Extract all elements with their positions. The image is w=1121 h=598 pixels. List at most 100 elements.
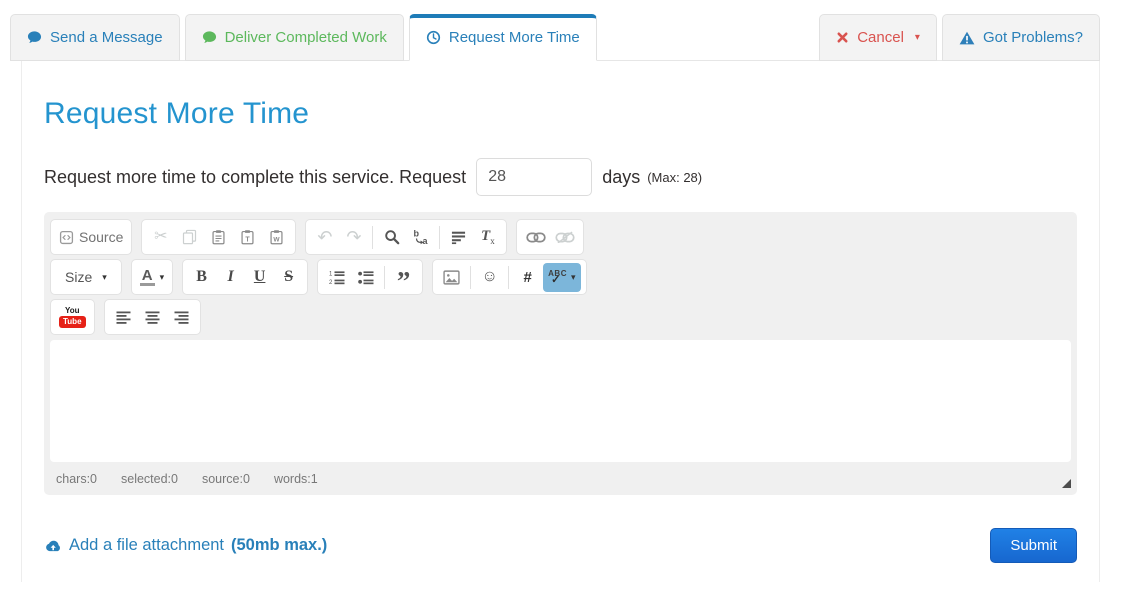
chars-count: chars:0 — [56, 472, 97, 486]
bold-icon: B — [196, 268, 207, 285]
copy-icon — [183, 229, 197, 245]
basic-styles-group: B I U S — [182, 259, 309, 295]
numbered-list-button[interactable]: 1 2 — [322, 262, 351, 292]
resize-handle-icon[interactable] — [1062, 479, 1071, 488]
letter-a: a — [422, 236, 428, 245]
days-suffix: days — [602, 166, 641, 187]
words-count: words:1 — [273, 472, 318, 486]
number-2: 2 — [329, 279, 333, 284]
unlink-button — [550, 222, 579, 252]
replace-button[interactable]: b a — [406, 222, 435, 252]
bold-button[interactable]: B — [187, 262, 216, 292]
undo-icon: ↶ — [317, 227, 333, 247]
font-size-dropdown[interactable]: Size ▾ — [55, 262, 117, 292]
tab-send-a-message[interactable]: Send a Message — [10, 14, 180, 61]
list-quote-group: 1 2 — [317, 259, 424, 296]
cloud-upload-icon — [46, 540, 60, 551]
selected-count: selected:0 — [121, 472, 178, 486]
youtube-button[interactable]: You Tube — [55, 302, 90, 332]
image-button[interactable] — [437, 262, 466, 292]
text-color-icon: A — [139, 266, 155, 286]
redo-icon: ↷ — [346, 227, 362, 247]
scissors-icon: ✂ — [154, 228, 168, 245]
hashtag-button[interactable]: # — [513, 262, 542, 292]
source-count: source:0 — [201, 472, 250, 486]
toolbar-row-2: Size ▾ A ▾ B I U S 1 — [50, 257, 1071, 297]
history-find-group: ↶ ↷ b a — [305, 219, 508, 255]
insert-group: ☺ # ABC ✓ ▾ — [432, 259, 587, 295]
tab-label: Request More Time — [448, 29, 580, 46]
spellcheck-button[interactable]: ABC ✓ ▾ — [543, 262, 581, 292]
chevron-down-icon: ▾ — [570, 271, 576, 282]
toolbar-divider — [508, 265, 510, 289]
align-right-icon — [174, 311, 189, 324]
days-input[interactable] — [476, 158, 593, 196]
find-button[interactable] — [377, 222, 406, 252]
youtube-icon: You Tube — [59, 306, 86, 328]
tab-label: Send a Message — [50, 29, 163, 46]
link-icon — [526, 232, 546, 242]
text-color-button[interactable]: A ▾ — [136, 262, 168, 292]
blockquote-button[interactable]: ” — [389, 262, 418, 296]
align-left-button[interactable] — [109, 302, 138, 332]
tab-cancel[interactable]: Cancel ▾ — [819, 14, 937, 61]
tab-label: Deliver Completed Work — [224, 29, 387, 46]
unlink-icon — [555, 231, 575, 243]
italic-button[interactable]: I — [216, 262, 245, 292]
toolbar-divider — [384, 265, 386, 289]
request-days-row: Request more time to complete this servi… — [44, 158, 1077, 196]
search-icon — [385, 230, 400, 245]
numbered-list-icon: 1 2 — [329, 270, 345, 285]
rich-text-editor: Source ✂ — [44, 212, 1077, 495]
align-center-button[interactable] — [138, 302, 167, 332]
tab-bar: Send a Message Deliver Completed Work Re… — [10, 14, 1100, 61]
align-left-icon — [116, 311, 131, 324]
number-1: 1 — [329, 271, 333, 277]
paste-from-word-button[interactable]: W — [262, 222, 291, 252]
request-more-time-panel: Request More Time Request more time to c… — [21, 61, 1100, 582]
toolbar-divider — [372, 225, 374, 249]
remove-format-button[interactable]: Tx — [473, 222, 502, 252]
source-label: Source — [79, 229, 124, 245]
tab-got-problems[interactable]: Got Problems? — [941, 14, 1100, 61]
underline-icon: U — [253, 268, 266, 285]
strikethrough-icon: S — [284, 268, 294, 285]
size-group: Size ▾ — [50, 259, 122, 295]
letter-w: W — [274, 236, 281, 243]
chevron-down-icon: ▾ — [159, 271, 165, 282]
copy-button — [175, 222, 204, 252]
italic-icon: I — [227, 268, 234, 285]
select-all-button[interactable] — [444, 222, 473, 252]
cut-button: ✂ — [146, 222, 175, 252]
source-icon — [59, 230, 74, 244]
redo-button: ↷ — [339, 222, 368, 252]
bulleted-list-icon — [357, 270, 374, 284]
blockquote-icon: ” — [396, 266, 411, 296]
bulleted-list-button[interactable] — [351, 262, 380, 292]
tab-request-more-time[interactable]: Request More Time — [408, 14, 597, 61]
footer-row: Add a file attachment (50mb max.) Submit — [44, 528, 1077, 563]
x-icon — [837, 32, 848, 43]
paste-as-text-button[interactable]: T — [233, 222, 262, 252]
toolbar-row-1: Source ✂ — [50, 217, 1071, 257]
link-button[interactable] — [521, 222, 550, 252]
submit-button[interactable]: Submit — [990, 528, 1077, 563]
clock-icon — [426, 30, 440, 45]
paste-from-word-icon: W — [270, 230, 283, 245]
link-group — [516, 219, 585, 255]
speech-bubble-icon — [202, 31, 216, 43]
underline-button[interactable]: U — [245, 262, 274, 292]
size-label: Size — [65, 269, 93, 285]
smiley-button[interactable]: ☺ — [475, 262, 504, 292]
max-days-note: (Max: 28) — [647, 169, 703, 185]
toolbar-divider — [439, 225, 441, 249]
paste-button[interactable] — [204, 222, 233, 252]
editor-content[interactable] — [50, 340, 1071, 462]
attachment-limit: (50mb max.) — [231, 536, 328, 554]
add-attachment-link[interactable]: Add a file attachment (50mb max.) — [44, 536, 327, 555]
strikethrough-button[interactable]: S — [274, 262, 303, 292]
align-right-button[interactable] — [167, 302, 196, 332]
tab-deliver-completed-work[interactable]: Deliver Completed Work — [184, 14, 404, 61]
source-button[interactable]: Source — [55, 222, 127, 252]
tab-label: Cancel — [857, 29, 904, 46]
